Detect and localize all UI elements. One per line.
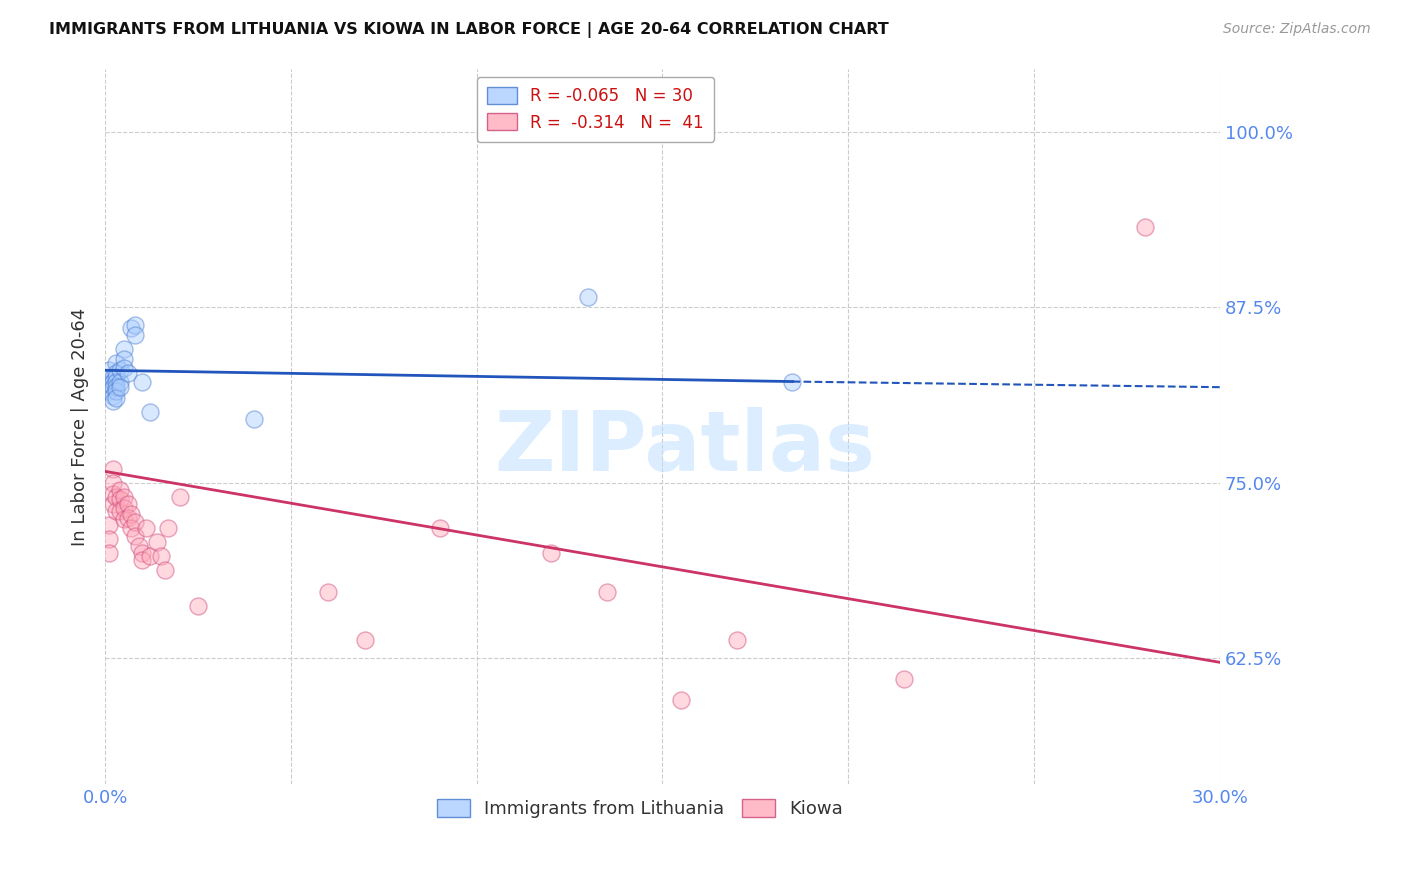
Point (108, 504, 131, 518)
Text: Source: ZipAtlas.com: Source: ZipAtlas.com (1223, 22, 1371, 37)
Point (112, 352, 135, 367)
Point (117, 497, 139, 511)
Point (105, 356, 128, 370)
Legend: Immigrants from Lithuania, Kiowa: Immigrants from Lithuania, Kiowa (430, 792, 851, 825)
Point (120, 321, 142, 335)
Point (105, 375, 128, 389)
Point (146, 534, 169, 549)
Point (97, 384, 120, 399)
Point (101, 388, 124, 402)
Point (101, 380, 124, 394)
Point (101, 475, 124, 490)
Point (105, 490, 128, 504)
Point (124, 515, 146, 529)
Point (120, 520, 142, 534)
Point (101, 394, 124, 409)
Point (117, 510, 139, 524)
Point (124, 318, 146, 333)
Point (112, 490, 135, 504)
Point (596, 585, 619, 599)
Point (131, 546, 153, 560)
Point (149, 549, 172, 563)
Point (135, 520, 157, 534)
Point (893, 672, 915, 686)
Point (112, 512, 135, 526)
Point (108, 492, 131, 507)
Point (108, 380, 131, 394)
Point (429, 520, 451, 534)
Point (131, 553, 153, 567)
Point (187, 599, 209, 614)
Point (117, 366, 139, 380)
Point (157, 520, 180, 534)
Point (354, 632, 377, 647)
Point (97, 532, 120, 546)
Point (139, 549, 162, 563)
Point (139, 405, 162, 419)
Point (108, 363, 131, 377)
Point (128, 539, 150, 553)
Point (97, 363, 120, 377)
Point (153, 563, 176, 577)
Point (124, 529, 146, 543)
Point (112, 500, 135, 515)
Point (97, 377, 120, 392)
Point (105, 384, 128, 399)
Point (576, 290, 599, 304)
Y-axis label: In Labor Force | Age 20-64: In Labor Force | Age 20-64 (72, 308, 89, 546)
Point (105, 370, 128, 384)
Point (105, 392, 128, 406)
Point (124, 328, 146, 343)
Point (105, 366, 128, 380)
Point (101, 461, 124, 475)
Point (169, 490, 191, 504)
Point (131, 375, 153, 389)
Point (316, 585, 339, 599)
Point (725, 632, 748, 647)
Point (540, 546, 562, 560)
Point (108, 483, 131, 497)
Text: ZIPatlas: ZIPatlas (495, 408, 876, 489)
Point (105, 380, 128, 394)
Point (97, 546, 120, 560)
Point (105, 504, 128, 518)
Point (1135, 220, 1157, 235)
Point (243, 412, 266, 426)
Point (101, 497, 124, 511)
Point (112, 360, 135, 375)
Text: IMMIGRANTS FROM LITHUANIA VS KIOWA IN LABOR FORCE | AGE 20-64 CORRELATION CHART: IMMIGRANTS FROM LITHUANIA VS KIOWA IN LA… (49, 22, 889, 38)
Point (669, 693, 692, 707)
Point (97, 517, 120, 532)
Point (782, 375, 804, 389)
Point (101, 370, 124, 384)
Point (101, 487, 124, 501)
Point (112, 343, 135, 357)
Point (108, 375, 131, 389)
Point (101, 375, 124, 389)
Point (120, 507, 142, 521)
